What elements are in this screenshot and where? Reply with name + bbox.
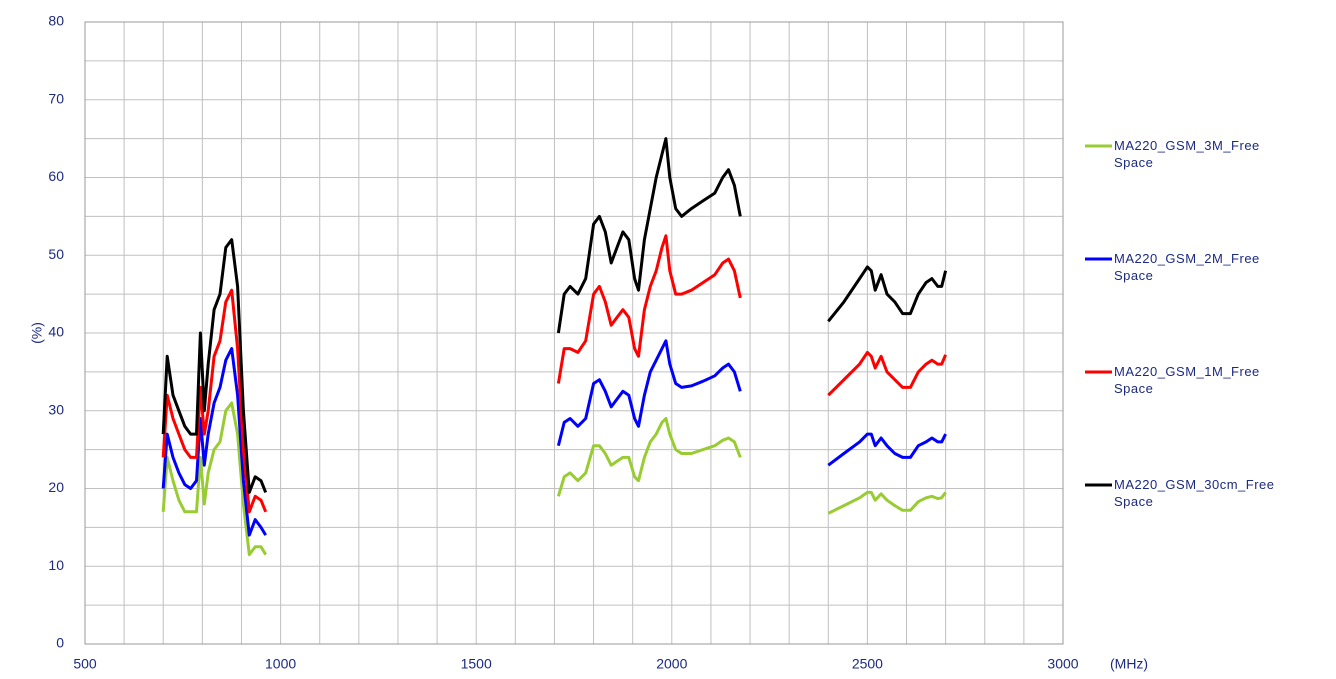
legend-label: MA220_GSM_30cm_Free Space [1114, 477, 1275, 509]
series-line [161, 234, 947, 514]
legend-label: MA220_GSM_3M_Free Space [1114, 138, 1260, 170]
y-tick-label: 60 [48, 168, 64, 184]
y-tick-label: 0 [56, 635, 64, 651]
legend-label: MA220_GSM_2M_Free Space [1114, 251, 1260, 283]
y-tick-label: 10 [48, 557, 64, 573]
x-tick-label: 2000 [656, 656, 687, 672]
x-tick-label: 1000 [265, 656, 296, 672]
y-tick-label: 80 [48, 13, 64, 29]
legend-label: MA220_GSM_1M_Free Space [1114, 364, 1260, 396]
y-tick-label: 40 [48, 324, 64, 340]
y-tick-label: 30 [48, 401, 64, 417]
y-tick-label: 70 [48, 90, 64, 106]
series-line [161, 339, 947, 537]
series-line [161, 401, 947, 557]
y-tick-label: 50 [48, 246, 64, 262]
x-axis-label: (MHz) [1110, 656, 1148, 672]
x-tick-label: 1500 [461, 656, 492, 672]
series-line [161, 137, 948, 494]
plot-border [84, 21, 1064, 645]
y-tick-label: 20 [48, 479, 64, 495]
x-tick-label: 3000 [1047, 656, 1078, 672]
x-tick-label: 2500 [852, 656, 883, 672]
x-tick-label: 500 [73, 656, 97, 672]
y-axis-label: (%) [29, 322, 45, 344]
